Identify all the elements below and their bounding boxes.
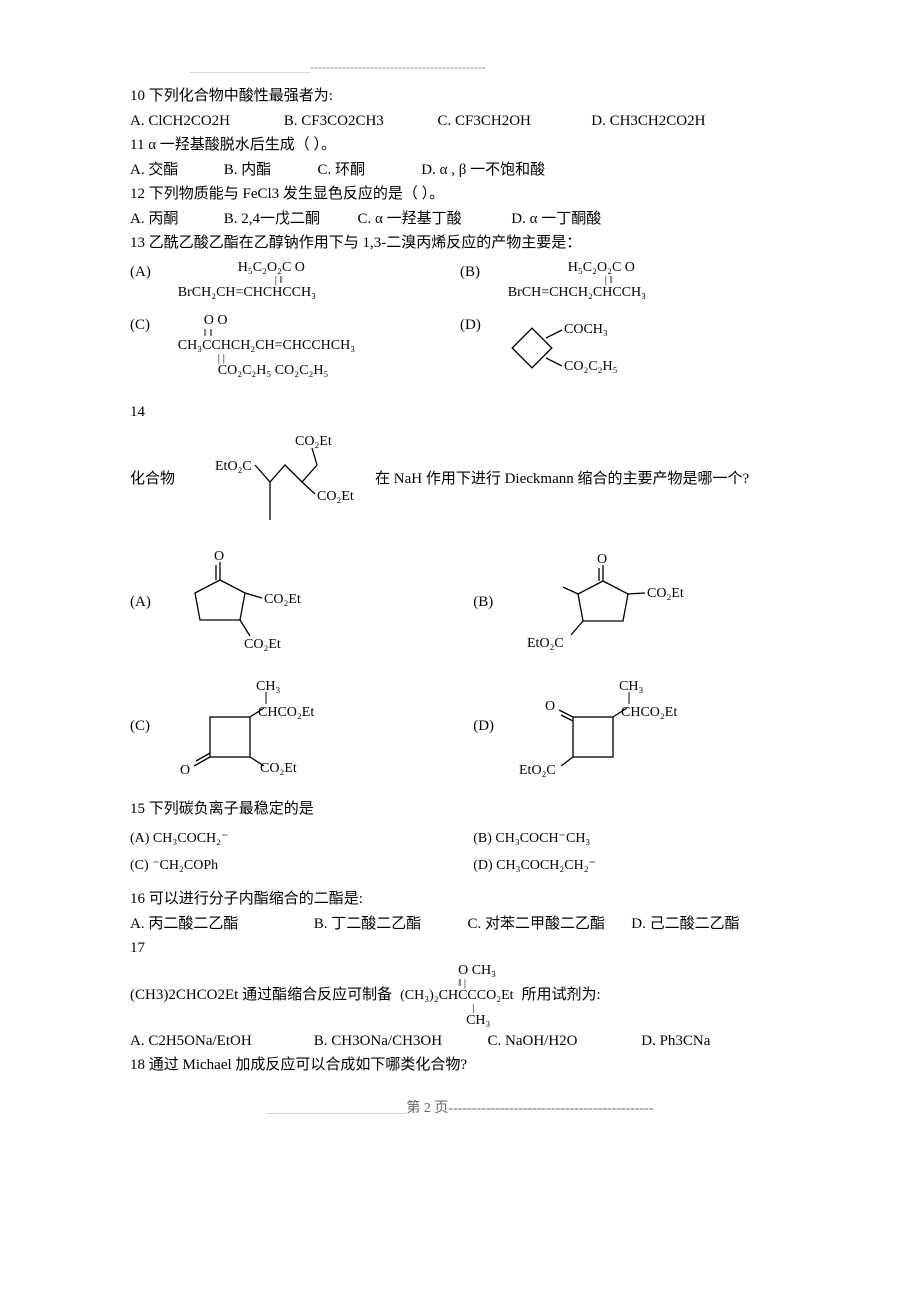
q12-b: B. 2,4一戊二酮 — [224, 208, 354, 231]
q17-inline: (CH3)2CHCO2Et 通过酯缩合反应可制备 O CH₃ ‖ | (CH₃)… — [130, 964, 790, 1028]
q13-a-structure: H₅C₂O₂C O | ‖ BrCH₂CH=CHCHCCH₃ — [168, 261, 316, 300]
q14-ab: (A) O CO₂Et CO₂Et (B) O — [130, 548, 790, 658]
q15-c: (C) ⁻CH₂COPh — [130, 855, 218, 876]
q15-cd: (C) ⁻CH₂COPh (D) CH₃COCH₂CH₂⁻ — [130, 855, 790, 876]
q13-a-label: (A) — [130, 261, 164, 284]
q10-options: A. ClCH2CO2H B. CF3CO2CH3 C. CF3CH2OH D.… — [130, 110, 790, 133]
q14-num: 14 — [130, 401, 790, 424]
q11-c: C. 环酮 — [318, 159, 418, 182]
q14-d-svg: O CH₃ CHCO₂Et EtO₂C — [513, 672, 713, 782]
q13-c-label: (C) — [130, 314, 164, 337]
document-page: ____________________--------------------… — [0, 0, 920, 1147]
q15-d: (D) CH₃COCH₂CH₂⁻ — [473, 855, 596, 876]
svg-text:CO₂Et: CO₂Et — [295, 434, 332, 449]
top-divider: ____________________--------------------… — [130, 60, 790, 75]
q14-pre: 化合物 — [130, 468, 175, 491]
q15-ab: (A) CH₃COCH₂⁻ (B) CH₃COCH⁻CH₃ — [130, 828, 790, 849]
svg-text:EtO₂C: EtO₂C — [519, 763, 556, 778]
q13-row2: (C) O O ‖ ‖ CH₃CCHCH₂CH=CHCCHCH₃ | | CO₂… — [130, 314, 790, 392]
q17-d: D. Ph3CNa — [641, 1030, 710, 1053]
svg-text:CO₂Et: CO₂Et — [244, 637, 281, 652]
q12-options: A. 丙酮 B. 2,4一戊二酮 C. α 一羟基丁酸 D. α 一丁酮酸 — [130, 208, 790, 231]
q14-cd: (C) O CH₃ CHCO₂Et CO₂Et (D) — [130, 672, 790, 782]
q14-c-label: (C) — [130, 715, 170, 738]
q10-text: 10 下列化合物中酸性最强者为: — [130, 85, 790, 108]
q14-a-label: (A) — [130, 591, 170, 614]
q10-a: A. ClCH2CO2H — [130, 110, 280, 133]
q13-c-structure: O O ‖ ‖ CH₃CCHCH₂CH=CHCCHCH₃ | | CO₂C₂H₅… — [168, 314, 355, 378]
q13-b-label: (B) — [460, 261, 494, 284]
q15-b: (B) CH₃COCH⁻CH₃ — [473, 828, 590, 849]
svg-text:EtO₂C: EtO₂C — [215, 459, 252, 474]
q12-c: C. α 一羟基丁酸 — [358, 208, 508, 231]
q11-a: A. 交酯 — [130, 159, 220, 182]
q17-pre: (CH3)2CHCO2Et 通过酯缩合反应可制备 — [130, 984, 392, 1007]
svg-text:CO₂Et: CO₂Et — [260, 761, 297, 776]
q13-d-label: (D) — [460, 314, 494, 337]
q11-text: 11 α 一羟基酸脱水后生成（ ）。 — [130, 134, 790, 157]
q14-d-label: (D) — [473, 715, 513, 738]
svg-text:O: O — [180, 763, 190, 778]
svg-text:CH₃: CH₃ — [619, 679, 643, 694]
q12-d: D. α 一丁酮酸 — [511, 208, 601, 231]
q13-d-structure: COCH₃ CO₂C₂H₅ — [498, 314, 648, 392]
svg-text:CO₂Et: CO₂Et — [647, 586, 684, 601]
q16-c: C. 对苯二甲酸二乙酯 — [468, 913, 628, 936]
svg-text:COCH₃: COCH₃ — [564, 322, 608, 337]
q14-b-svg: O CO₂Et EtO₂C — [513, 553, 703, 653]
q14-b-label: (B) — [473, 591, 513, 614]
q11-d: D. α , β 一不饱和酸 — [421, 159, 545, 182]
q17-structure: O CH₃ ‖ | (CH₃)₂CHCCCO₂Et | CH₃ — [400, 964, 513, 1028]
q17-options: A. C2H5ONa/EtOH B. CH3ONa/CH3OH C. NaOH/… — [130, 1030, 790, 1053]
q17-b: B. CH3ONa/CH3OH — [314, 1030, 484, 1053]
q10-d: D. CH3CH2CO2H — [591, 110, 705, 133]
q11-b: B. 内酯 — [224, 159, 314, 182]
svg-text:EtO₂C: EtO₂C — [527, 636, 564, 651]
q17-post: 所用试剂为: — [522, 984, 601, 1007]
q12-a: A. 丙酮 — [130, 208, 220, 231]
q16-a: A. 丙二酸二乙酯 — [130, 913, 310, 936]
svg-text:CHCO₂Et: CHCO₂Et — [621, 705, 677, 720]
svg-text:CO₂Et: CO₂Et — [317, 489, 354, 504]
q16-d: D. 己二酸二乙酯 — [631, 913, 739, 936]
q15-a: (A) CH₃COCH₂⁻ — [130, 828, 228, 849]
svg-text:CHCO₂Et: CHCO₂Et — [258, 705, 314, 720]
main-content: 10 下列化合物中酸性最强者为: A. ClCH2CO2H B. CF3CO2C… — [130, 85, 790, 1077]
q16-b: B. 丁二酸二乙酯 — [314, 913, 464, 936]
q17-a: A. C2H5ONa/EtOH — [130, 1030, 310, 1053]
svg-text:O: O — [214, 549, 224, 564]
svg-text:CO₂Et: CO₂Et — [264, 592, 301, 607]
q14-a-svg: O CO₂Et CO₂Et — [170, 548, 330, 658]
q13-text: 13 乙酰乙酸乙酯在乙醇钠作用下与 1,3-二溴丙烯反应的产物主要是： — [130, 232, 790, 255]
q17-c: C. NaOH/H2O — [488, 1030, 638, 1053]
q12-text: 12 下列物质能与 FeCl3 发生显色反应的是（ ）。 — [130, 183, 790, 206]
q13-b-structure: H₅C₂O₂C O | ‖ BrCH=CHCH₂CHCCH₃ — [498, 261, 646, 300]
q11-options: A. 交酯 B. 内酯 C. 环酮 D. α , β 一不饱和酸 — [130, 159, 790, 182]
q14-c-svg: O CH₃ CHCO₂Et CO₂Et — [170, 672, 350, 782]
svg-text:CO₂C₂H₅: CO₂C₂H₅ — [564, 359, 618, 374]
q16-text: 16 可以进行分子内酯缩合的二酯是: — [130, 888, 790, 911]
svg-text:CH₃: CH₃ — [256, 679, 280, 694]
q16-options: A. 丙二酸二乙酯 B. 丁二酸二乙酯 C. 对苯二甲酸二乙酯 D. 己二酸二乙… — [130, 913, 790, 936]
page-footer: ____________________第 2 页---------------… — [130, 1097, 790, 1117]
q14-substrate: CO₂Et EtO₂C CO₂Et — [175, 430, 375, 530]
svg-text:O: O — [597, 553, 607, 567]
q10-c: C. CF3CH2OH — [438, 110, 588, 133]
svg-text:O: O — [545, 699, 555, 714]
q14-post: 在 NaH 作用下进行 Dieckmann 缩合的主要产物是哪一个? — [375, 468, 749, 491]
q10-b: B. CF3CO2CH3 — [284, 110, 434, 133]
q17-num: 17 — [130, 937, 790, 960]
q14-inline: 化合物 CO₂Et EtO₂C CO₂Et 在 NaH 作用下进行 Dieckm… — [130, 430, 790, 530]
q15-text: 15 下列碳负离子最稳定的是 — [130, 798, 790, 821]
q18-text: 18 通过 Michael 加成反应可以合成如下哪类化合物? — [130, 1054, 790, 1077]
q13-row1: (A) H₅C₂O₂C O | ‖ BrCH₂CH=CHCHCCH₃ (B) H… — [130, 261, 790, 300]
